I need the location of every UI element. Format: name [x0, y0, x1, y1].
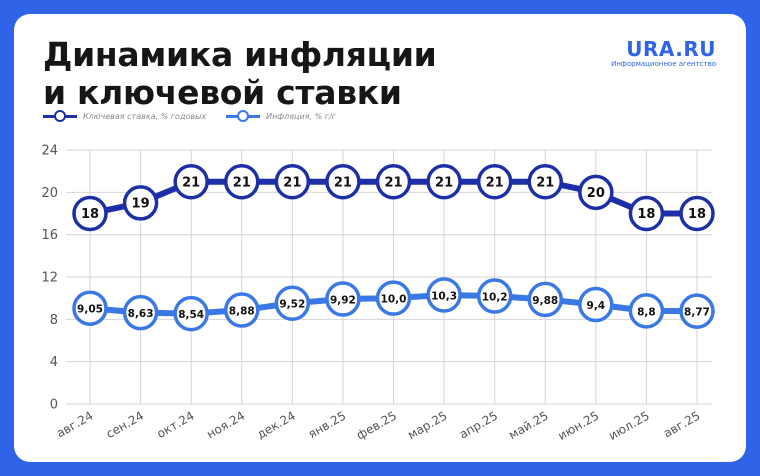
legend-label-key-rate: Ключевая ставка, % годовых [83, 111, 207, 121]
data-point-key-rate [173, 164, 209, 200]
data-point-key-rate [527, 164, 563, 200]
legend-swatch-inflation [226, 110, 261, 122]
data-label-key-rate: 21 [182, 175, 200, 190]
data-point-key-rate [325, 164, 361, 200]
data-label-inflation: 10,0 [381, 294, 407, 306]
y-tick-label: 12 [41, 271, 58, 286]
chart-card: Динамика инфляции и ключевой ставки URA.… [14, 14, 746, 462]
data-label-key-rate: 21 [536, 175, 554, 190]
data-point-inflation [628, 293, 665, 329]
data-label-key-rate: 21 [283, 175, 301, 190]
x-tick-label: июн.25 [555, 408, 601, 443]
data-point-inflation [173, 295, 209, 332]
data-point-inflation [274, 285, 311, 321]
data-label-inflation: 8,54 [178, 309, 204, 321]
data-label-key-rate: 21 [233, 175, 251, 190]
data-point-key-rate [476, 164, 513, 200]
data-label-key-rate: 18 [688, 207, 706, 222]
data-point-key-rate [72, 195, 108, 232]
data-point-inflation [426, 277, 462, 313]
data-point-key-rate [578, 174, 614, 211]
x-tick-label: мар.25 [405, 408, 449, 442]
data-label-inflation: 9,4 [587, 300, 606, 312]
x-tick-label: дек.24 [254, 408, 297, 441]
data-point-key-rate [274, 164, 311, 200]
data-label-inflation: 10,3 [431, 290, 457, 302]
data-label-inflation: 8,63 [128, 308, 154, 320]
data-label-key-rate: 21 [435, 175, 453, 190]
x-tick-label: май.25 [506, 408, 550, 442]
brand-logo: URA.RU Информационное агентство [611, 38, 716, 69]
brand-name: URA.RU [626, 37, 716, 61]
data-label-inflation: 8,88 [229, 306, 255, 318]
x-tick-label: авг.25 [661, 408, 702, 440]
data-label-key-rate: 21 [334, 175, 352, 190]
data-label-key-rate: 18 [637, 207, 655, 222]
y-tick-label: 8 [50, 313, 58, 328]
data-point-key-rate [122, 185, 159, 221]
x-tick-label: апр.25 [457, 408, 500, 441]
y-tick-label: 4 [50, 355, 58, 370]
brand-subtitle: Информационное агентство [611, 60, 716, 68]
chart-legend: Ключевая ставка, % годовых Инфляция, % г… [43, 110, 336, 122]
data-point-inflation [375, 280, 412, 316]
data-point-inflation [224, 292, 260, 328]
x-tick-label: июл.25 [606, 408, 652, 442]
data-label-inflation: 9,05 [77, 304, 103, 316]
data-point-key-rate [679, 195, 715, 232]
legend-label-inflation: Инфляция, % г/г [266, 111, 336, 121]
data-label-key-rate: 19 [132, 196, 150, 211]
data-label-key-rate: 20 [587, 186, 605, 201]
data-label-inflation: 10,2 [482, 292, 508, 304]
data-label-key-rate: 18 [81, 207, 99, 222]
data-point-inflation [122, 294, 159, 331]
data-label-key-rate: 21 [384, 175, 402, 190]
data-point-key-rate [426, 164, 462, 200]
data-label-inflation: 9,88 [532, 295, 558, 307]
data-label-inflation: 9,52 [279, 299, 305, 311]
data-point-key-rate [224, 164, 260, 200]
data-point-inflation [527, 281, 563, 318]
data-point-inflation [476, 278, 513, 314]
x-tick-label: фев.25 [354, 408, 399, 442]
title-line-1: Динамика инфляции [43, 35, 437, 74]
x-tick-label: сен.24 [104, 408, 146, 441]
x-tick-label: авг.24 [54, 408, 95, 440]
legend-item-key-rate: Ключевая ставка, % годовых [43, 110, 206, 122]
data-point-key-rate [628, 195, 665, 232]
page-title: Динамика инфляции и ключевой ставки [43, 35, 437, 112]
data-point-inflation [679, 293, 715, 329]
y-tick-label: 16 [41, 228, 58, 243]
title-line-2: и ключевой ставки [43, 73, 402, 112]
y-tick-label: 0 [50, 398, 58, 413]
data-label-inflation: 8,8 [637, 306, 656, 318]
x-tick-label: янв.25 [306, 408, 349, 441]
data-point-inflation [578, 286, 614, 323]
data-point-inflation [72, 290, 108, 326]
y-tick-label: 24 [41, 144, 58, 159]
data-label-inflation: 9,92 [330, 295, 356, 307]
x-tick-label: ноя.24 [204, 408, 247, 441]
x-tick-label: окт.24 [154, 408, 196, 440]
data-label-key-rate: 21 [486, 175, 504, 190]
y-tick-label: 20 [41, 186, 58, 201]
data-point-inflation [325, 281, 361, 317]
legend-swatch-key-rate [43, 110, 77, 122]
legend-item-inflation: Инфляция, % г/г [226, 110, 336, 122]
data-label-inflation: 8,77 [684, 307, 710, 319]
data-point-key-rate [375, 164, 412, 200]
